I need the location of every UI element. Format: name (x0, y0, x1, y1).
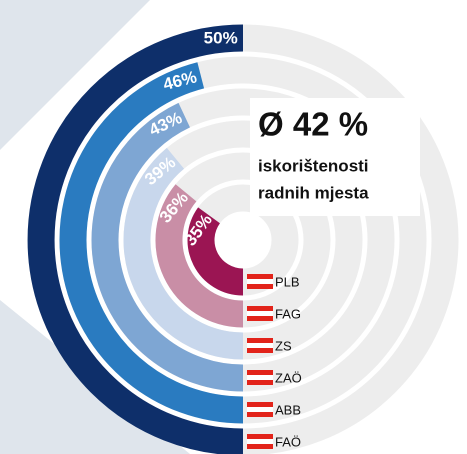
flag (247, 402, 273, 407)
flag (247, 407, 273, 412)
center (215, 212, 271, 268)
flag (247, 279, 273, 284)
category-label: ZS (275, 338, 292, 353)
background-band (0, 0, 150, 150)
flag (247, 370, 273, 375)
flag (247, 439, 273, 444)
category-label: FAG (275, 306, 301, 321)
ring-bar (27, 24, 244, 454)
flag (247, 444, 273, 449)
caption: iskorištenosti (258, 156, 369, 175)
flag (247, 348, 273, 353)
flag (247, 375, 273, 380)
flag (247, 316, 273, 321)
category-label: ZAÖ (275, 370, 302, 385)
flag (247, 306, 273, 311)
ring-bar (59, 62, 244, 424)
flag (247, 412, 273, 417)
caption: radnih mjesta (258, 183, 369, 202)
flag (247, 434, 273, 439)
ring-bar (155, 184, 244, 328)
ring-bar (123, 147, 244, 360)
flag (247, 274, 273, 279)
ring-bar (187, 207, 244, 296)
category-label: FAÖ (275, 434, 301, 449)
flag (247, 311, 273, 316)
flag (247, 380, 273, 385)
value-label: 50% (204, 29, 238, 48)
category-label: ABB (275, 402, 301, 417)
info-box (250, 98, 420, 216)
flag (247, 284, 273, 289)
category-label: PLB (275, 274, 300, 289)
flag (247, 343, 273, 348)
average: Ø 42 % (258, 106, 368, 143)
flag (247, 338, 273, 343)
ring-bar (91, 102, 244, 392)
